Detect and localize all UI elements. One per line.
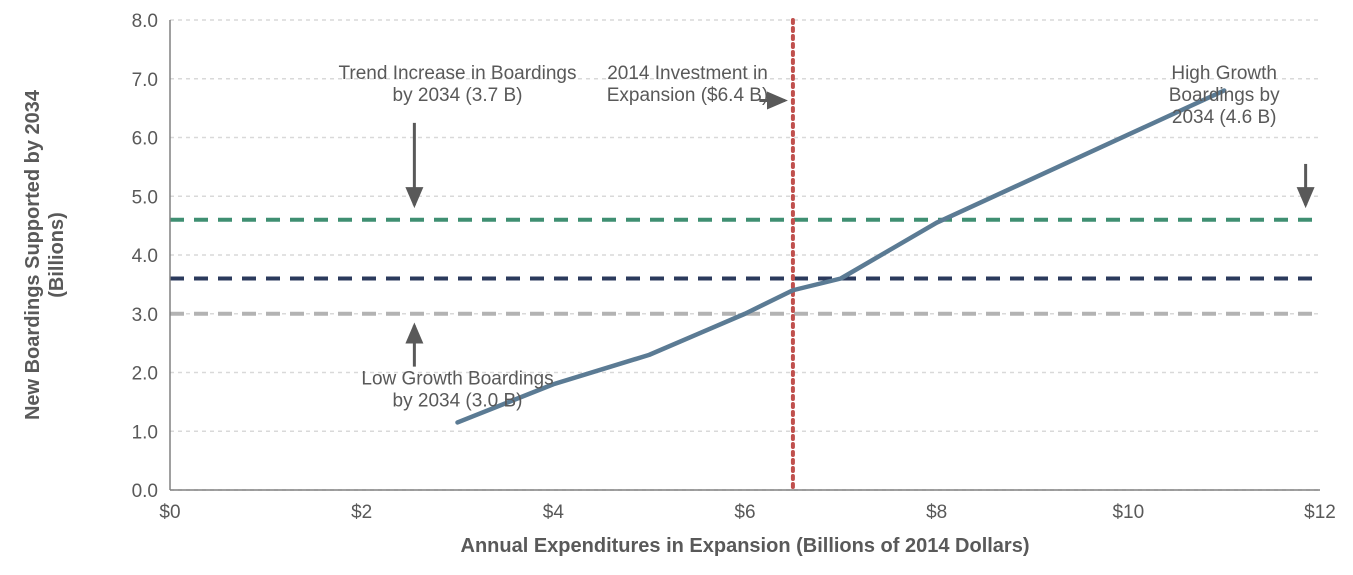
y-tick-label: 1.0 (132, 422, 158, 443)
y-tick-label: 8.0 (132, 11, 158, 32)
y-tick-label: 6.0 (132, 129, 158, 150)
annotation-investment: 2014 Investment inExpansion ($6.4 B) (607, 63, 769, 106)
y-tick-label: 5.0 (132, 187, 158, 208)
x-tick-label: $0 (159, 502, 180, 523)
y-tick-label: 3.0 (132, 305, 158, 326)
y-tick-label: 2.0 (132, 364, 158, 385)
annotation-high: High GrowthBoardings by2034 (4.6 B) (1169, 63, 1280, 128)
y-tick-label: 0.0 (132, 481, 158, 502)
x-tick-label: $4 (543, 502, 565, 523)
x-tick-label: $2 (351, 502, 372, 523)
x-tick-label: $8 (926, 502, 947, 523)
x-tick-label: $12 (1304, 502, 1336, 523)
line-chart: 0.0 1.0 2.0 3.0 4.0 5.0 6.0 7.0 8.0 $0 $2 $4 $6 $8 $10… (0, 0, 1353, 575)
y-tick-label: 4.0 (132, 246, 158, 267)
x-tick-label: $10 (1112, 502, 1144, 523)
y-tick-label: 7.0 (132, 70, 158, 91)
x-axis-title: Annual Expenditures in Expansion (Billio… (461, 535, 1030, 557)
x-tick-label: $6 (734, 502, 755, 523)
chart-container: 0.0 1.0 2.0 3.0 4.0 5.0 6.0 7.0 8.0 $0 $2 $4 $6 $8 $10… (0, 0, 1353, 575)
